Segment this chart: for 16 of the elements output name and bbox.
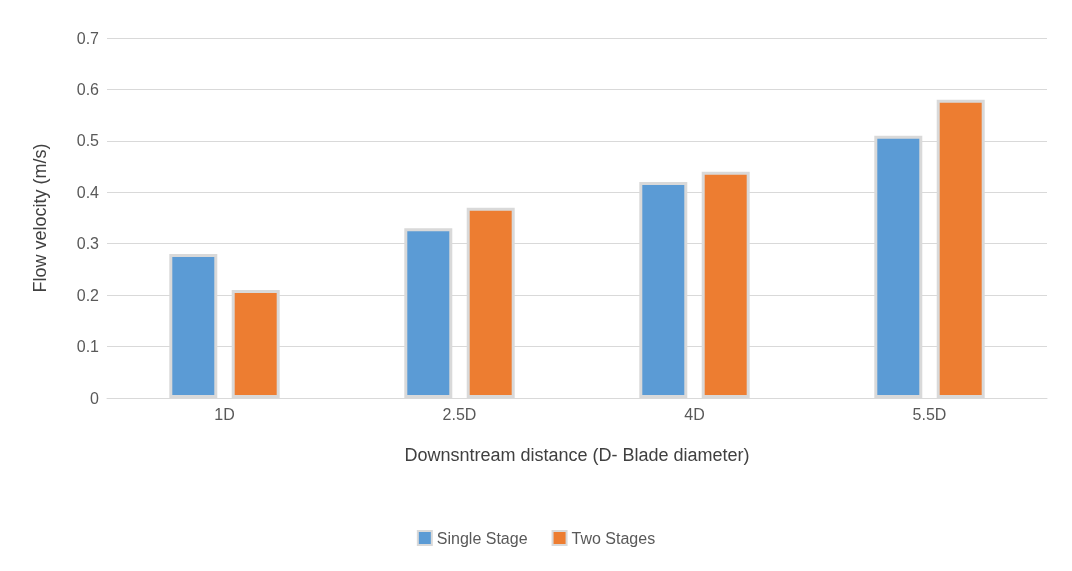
y-tick-label: 0 (90, 389, 100, 407)
legend-label: Two Stages (571, 529, 656, 547)
y-tick-label: 0.3 (76, 235, 100, 253)
x-tick-label: 1D (214, 405, 235, 423)
y-tick-label: 0.1 (76, 338, 100, 356)
x-tick-label: 2.5D (442, 405, 477, 423)
legend-label: Single Stage (436, 529, 528, 547)
y-tick-label: 0.4 (76, 183, 100, 201)
y-tick-label: 0.7 (76, 29, 100, 47)
x-tick-label: 4D (684, 405, 705, 423)
y-tick-label: 0.2 (76, 286, 100, 304)
y-tick-label: 0.5 (76, 132, 100, 150)
x-tick-label: 5.5D (912, 405, 947, 423)
x-axis-title: Downsntream distance (D- Blade diameter) (404, 445, 750, 465)
y-axis-title: Flow velocity (m/s) (30, 143, 50, 293)
y-tick-label: 0.6 (76, 80, 100, 98)
